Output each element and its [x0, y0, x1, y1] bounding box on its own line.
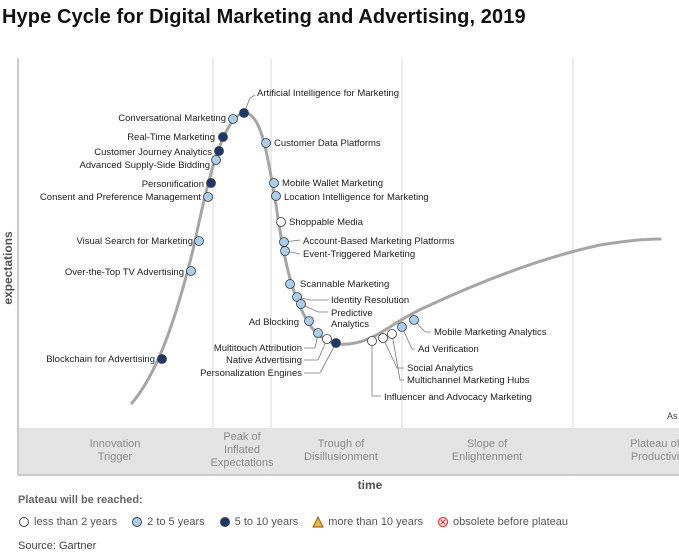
chart-frame [17, 58, 679, 476]
legend-marker-4 [312, 516, 324, 528]
label-artificial-intelligence-for-marketing: Artificial Intelligence for Marketing [257, 88, 399, 99]
label-social-analytics: Social Analytics [407, 363, 473, 374]
legend-title: Plateau will be reached: [18, 494, 143, 506]
point-shoppable-media [276, 217, 286, 227]
leader-predictive-analytics [300, 303, 328, 313]
phase-band-rect [19, 428, 679, 474]
label-native-advertising: Native Advertising [226, 355, 302, 366]
leader-mobile-marketing-analytics [413, 319, 431, 333]
legend-marker-2 [132, 517, 143, 527]
label-blockchain-for-advertising: Blockchain for Advertising [46, 354, 155, 365]
label-personification: Personification [142, 179, 204, 190]
legend-label-3: 5 to 10 years [234, 516, 299, 528]
legend: Plateau will be reached: less than 2 yea… [18, 494, 568, 528]
leader-personalization-engines [304, 342, 337, 374]
label-predictive-analytics: Predictive Analytics [331, 308, 373, 330]
chart-title: Hype Cycle for Digital Marketing and Adv… [2, 6, 526, 28]
legend-item-1: less than 2 years [18, 516, 117, 528]
partial-label: As [667, 411, 678, 421]
leader-multitouch-attribution [304, 332, 319, 349]
point-customer-journey-analytics [214, 146, 224, 156]
leader-multichannel-marketing-hubs [391, 333, 404, 381]
point-consent-and-preference-management [203, 192, 213, 202]
hype-cycle-chart: Innovation Trigger Peak of Inflated Expectat… [1, 58, 679, 490]
label-account-based-marketing-platforms: Account-Based Marketing Platforms [303, 236, 455, 247]
legend-item-3: 5 to 10 years [219, 516, 299, 528]
legend-label-5: obsolete before plateau [453, 516, 568, 528]
label-shoppable-media: Shoppable Media [289, 217, 364, 228]
point-mobile-marketing-analytics [409, 315, 419, 325]
label-event-triggered-marketing: Event-Triggered Marketing [303, 249, 415, 260]
leader-native-advertising [304, 338, 328, 361]
x-axis-label: time [358, 478, 383, 490]
point-multitouch-attribution [313, 328, 323, 338]
phase-label-4: Slope of Enlightenment [452, 438, 522, 463]
point-blockchain-for-advertising [157, 354, 167, 364]
point-native-advertising [322, 334, 332, 344]
leader-social-analytics [382, 337, 404, 369]
point-real-time-marketing [218, 132, 228, 142]
legend-items: less than 2 years 2 to 5 years 5 to 10 yea… [18, 516, 582, 528]
point-location-intelligence-for-marketing [271, 191, 281, 201]
label-customer-journey-analytics: Customer Journey Analytics [94, 147, 212, 158]
point-mobile-wallet-marketing [269, 178, 279, 188]
legend-marker-1 [19, 517, 29, 527]
leader-ad-verification [401, 326, 415, 350]
point-artificial-intelligence-for-marketing [239, 108, 249, 118]
phase-label-3: Trough of Disillusionment [304, 438, 378, 463]
technology-labels: Blockchain for Advertising Over-the-Top T… [40, 88, 547, 403]
label-visual-search-for-marketing: Visual Search for Marketing [76, 236, 193, 247]
label-advanced-supply-side-bidding: Advanced Supply-Side Bidding [80, 160, 210, 171]
label-location-intelligence-for-marketing: Location Intelligence for Marketing [284, 192, 429, 203]
point-advanced-supply-side-bidding [211, 155, 221, 165]
legend-item-4: more than 10 years [312, 516, 423, 528]
label-multitouch-attribution: Multitouch Attribution [214, 343, 302, 354]
phase-label-2: Peak of Inflated Expectations [211, 431, 274, 469]
point-personalization-engines [331, 338, 341, 348]
label-mobile-marketing-analytics: Mobile Marketing Analytics [434, 327, 547, 338]
point-over-the-top-tv-advertising [186, 266, 196, 276]
legend-item-5: obsolete before plateau [437, 516, 568, 528]
point-visual-search-for-marketing [194, 236, 204, 246]
point-conversational-marketing [228, 114, 238, 124]
point-scannable-marketing [285, 279, 295, 289]
legend-label-2: 2 to 5 years [147, 516, 205, 528]
label-real-time-marketing: Real-Time Marketing [127, 132, 215, 143]
label-personalization-engines: Personalization Engines [200, 368, 302, 379]
y-axis-label: expectations [1, 231, 15, 305]
point-social-analytics [378, 333, 388, 343]
point-account-based-marketing-platforms [279, 237, 289, 247]
phase-band: Innovation Trigger Peak of Inflated Expectat… [19, 428, 679, 474]
legend-marker-3 [219, 517, 230, 527]
label-multichannel-marketing-hubs: Multichannel Marketing Hubs [407, 375, 530, 386]
label-scannable-marketing: Scannable Marketing [300, 279, 389, 290]
point-customer-data-platforms [261, 138, 271, 148]
label-conversational-marketing: Conversational Marketing [118, 113, 226, 124]
point-predictive-analytics [296, 299, 306, 309]
point-event-triggered-marketing [280, 246, 290, 256]
point-personification [206, 178, 216, 188]
source-note: Source: Gartner [18, 540, 97, 552]
point-influencer-and-advocacy-marketing [367, 336, 377, 346]
label-consent-and-preference-management: Consent and Preference Management [40, 192, 201, 203]
technology-points [157, 108, 419, 364]
point-ad-verification [397, 322, 407, 332]
label-over-the-top-tv-advertising: Over-the-Top TV Advertising [65, 267, 184, 278]
legend-marker-5 [437, 516, 449, 528]
label-ad-verification: Ad Verification [418, 344, 479, 355]
label-customer-data-platforms: Customer Data Platforms [274, 138, 381, 149]
leader-artificial-intelligence-for-marketing [243, 94, 256, 114]
label-mobile-wallet-marketing: Mobile Wallet Marketing [282, 178, 383, 189]
label-influencer-and-advocacy-marketing: Influencer and Advocacy Marketing [384, 392, 532, 403]
point-ad-blocking [304, 316, 314, 326]
phase-label-5: Plateau of Productivi [630, 438, 679, 463]
label-identity-resolution: Identity Resolution [331, 295, 409, 306]
phase-label-1: Innovation Trigger [90, 438, 141, 463]
leader-influencer-and-advocacy-marketing [371, 341, 381, 397]
legend-item-2: 2 to 5 years [131, 516, 205, 528]
legend-label-1: less than 2 years [34, 516, 118, 528]
point-multichannel-marketing-hubs [387, 329, 397, 339]
label-ad-blocking: Ad Blocking [249, 317, 299, 328]
legend-label-4: more than 10 years [328, 516, 424, 528]
